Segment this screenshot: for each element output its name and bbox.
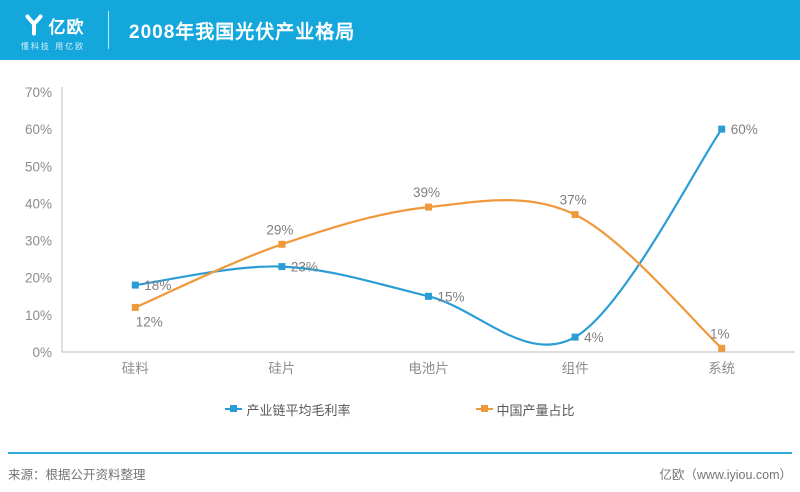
source-text: 来源：根据公开资料整理 (8, 468, 146, 482)
legend-item-china-output-share: 中国产量占比 (475, 400, 575, 419)
legend-label: 中国产量占比 (496, 402, 575, 418)
legend-item-gross-margin: 产业链平均毛利率 (225, 400, 351, 419)
y-axis-label: 10% (25, 308, 52, 323)
data-point-marker (571, 333, 579, 341)
axis-lines (61, 87, 795, 353)
data-point-label: 12% (136, 314, 163, 329)
x-axis-label: 电池片 (408, 361, 449, 376)
page-title: 2008年我国光伏产业格局 (129, 21, 356, 43)
data-point-marker (718, 344, 726, 352)
y-axis-label: 0% (32, 345, 52, 360)
logo-tagline: 懂科技 用亿欧 (20, 41, 86, 51)
footer-bar: 来源：根据公开资料整理 亿欧（www.iyiou.com） (8, 452, 792, 483)
y-axis-label: 20% (25, 271, 52, 286)
logo-y-icon (22, 13, 46, 37)
y-axis-label: 40% (25, 196, 52, 211)
legend-marker-blue-icon (225, 405, 243, 412)
x-axis-label: 系统 (708, 361, 735, 376)
line-chart: 0% 10% 20% 30% 40% 50% 60% 70% 硅料 硅片 电池片 组件 系统 18% 23%… (25, 85, 795, 376)
data-point-marker (718, 125, 726, 133)
data-point-label: 37% (560, 193, 587, 208)
data-point-label: 18% (144, 278, 171, 293)
data-point-marker (278, 240, 286, 248)
brand-site-text: 亿欧（www.iyiou.com） (659, 468, 792, 482)
x-axis-label: 硅片 (268, 361, 295, 376)
data-point-marker (571, 211, 579, 219)
legend-marker-orange-icon (475, 405, 493, 412)
x-axis-label: 组件 (562, 361, 589, 376)
y-axis-label: 30% (25, 234, 52, 249)
data-point-marker (425, 292, 432, 300)
data-point-label: 1% (710, 326, 730, 341)
logo-name: 亿欧 (48, 17, 85, 37)
y-axis-label: 50% (25, 159, 52, 174)
data-point-marker (131, 281, 139, 289)
data-point-marker (425, 203, 432, 211)
data-point-label: 4% (584, 330, 604, 345)
legend-label: 产业链平均毛利率 (246, 402, 351, 418)
brand-logo: 亿欧 懂科技 用亿欧 (0, 9, 106, 52)
data-point-marker (131, 303, 139, 311)
chart-legend: 产业链平均毛利率 中国产量占比 (0, 399, 800, 419)
data-point-label: 23% (291, 260, 318, 275)
data-point-label: 60% (731, 122, 758, 137)
data-point-label: 29% (266, 222, 293, 237)
y-axis-label: 60% (25, 122, 52, 137)
data-point-label: 15% (438, 289, 465, 304)
header-divider (108, 11, 109, 49)
y-axis-label: 70% (25, 85, 52, 100)
series-line (134, 128, 723, 346)
x-axis-label: 硅料 (122, 361, 149, 376)
header-bar: 亿欧 懂科技 用亿欧 2008年我国光伏产业格局 (0, 0, 800, 60)
data-point-marker (278, 263, 286, 271)
data-point-label: 39% (413, 185, 440, 200)
